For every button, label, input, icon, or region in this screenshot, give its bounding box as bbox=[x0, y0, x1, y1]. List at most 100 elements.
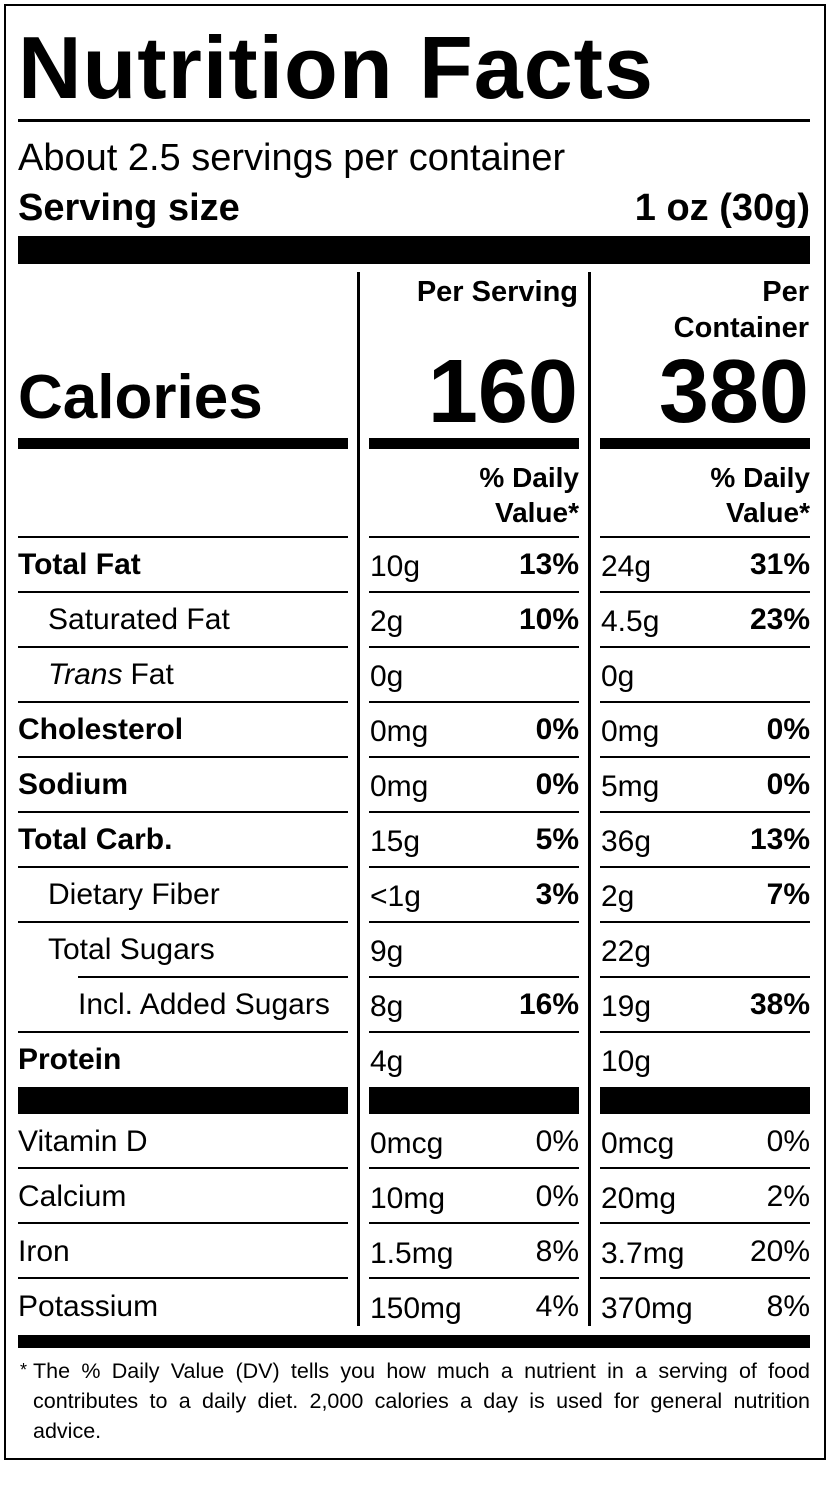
rule bbox=[18, 591, 348, 593]
amount: 24g bbox=[601, 550, 652, 583]
nutrient-name: Total Carb. bbox=[18, 823, 173, 856]
rule bbox=[369, 921, 579, 923]
amount: 19g bbox=[601, 990, 652, 1023]
amount: 2g bbox=[370, 605, 404, 638]
rule bbox=[369, 438, 579, 449]
daily-value: 38% bbox=[749, 988, 810, 1021]
rule bbox=[18, 701, 348, 703]
rule bbox=[600, 976, 810, 978]
footnote-mark: * bbox=[20, 1360, 28, 1380]
rule bbox=[18, 811, 348, 813]
rule bbox=[18, 866, 348, 868]
footnote: The % Daily Value (DV) tells you how muc… bbox=[33, 1359, 810, 1443]
rule bbox=[600, 1087, 810, 1114]
rule bbox=[18, 1335, 810, 1348]
nutrient-name-rest: Fat bbox=[130, 658, 174, 691]
rule bbox=[600, 921, 810, 923]
rule bbox=[18, 119, 810, 122]
amount: 36g bbox=[601, 825, 652, 858]
daily-value: 4% bbox=[535, 1290, 579, 1323]
amount: 0mcg bbox=[601, 1127, 675, 1160]
amount: 22g bbox=[601, 935, 652, 968]
rule bbox=[369, 1222, 579, 1224]
amount: 2g bbox=[601, 880, 635, 913]
amount: 15g bbox=[370, 825, 421, 858]
amount: 0mcg bbox=[370, 1127, 444, 1160]
daily-value: 0% bbox=[535, 713, 579, 746]
dv-header: % Daily Value* bbox=[479, 462, 579, 528]
column-header: Per Container bbox=[673, 276, 809, 344]
daily-value: 0% bbox=[766, 768, 810, 801]
rule bbox=[369, 701, 579, 703]
daily-value: 5% bbox=[535, 823, 579, 856]
daily-value: 0% bbox=[535, 1180, 579, 1213]
column-header: Per Serving bbox=[416, 276, 578, 308]
amount: 0g bbox=[370, 660, 404, 693]
rule bbox=[600, 756, 810, 758]
rule bbox=[18, 236, 810, 264]
amount: 0mg bbox=[370, 770, 429, 803]
rule bbox=[600, 536, 810, 538]
calories-label: Calories bbox=[18, 363, 263, 432]
rule bbox=[369, 866, 579, 868]
rule bbox=[18, 1031, 348, 1033]
nutrient-name: Total Fat bbox=[18, 548, 141, 581]
rule bbox=[588, 272, 591, 1326]
amount: 5mg bbox=[601, 770, 660, 803]
daily-value: 7% bbox=[766, 878, 810, 911]
nutrient-name: Protein bbox=[18, 1043, 122, 1076]
rule bbox=[18, 756, 348, 758]
amount: 4.5g bbox=[601, 605, 660, 638]
amount: 0mg bbox=[370, 715, 429, 748]
nutrient-name: Total Sugars bbox=[48, 933, 215, 966]
nutrient-name: Incl. Added Sugars bbox=[78, 988, 330, 1021]
title: Nutrition Facts bbox=[18, 18, 654, 117]
rule bbox=[369, 536, 579, 538]
daily-value: 31% bbox=[749, 548, 810, 581]
daily-value: 13% bbox=[518, 548, 579, 581]
amount: 0g bbox=[601, 660, 635, 693]
nutrient-name: Trans Fat bbox=[48, 655, 174, 695]
amount: 10g bbox=[370, 550, 421, 583]
amount: 3.7mg bbox=[601, 1237, 685, 1270]
rule bbox=[369, 756, 579, 758]
rule bbox=[18, 1087, 348, 1114]
rule bbox=[369, 1087, 579, 1114]
daily-value: 0% bbox=[535, 768, 579, 801]
daily-value: 10% bbox=[518, 603, 579, 636]
rule bbox=[357, 272, 360, 1326]
nutrient-name: Potassium bbox=[18, 1290, 159, 1323]
dv-header: % Daily Value* bbox=[710, 462, 810, 528]
calories-value: 380 bbox=[658, 342, 809, 442]
amount: 150mg bbox=[370, 1292, 462, 1325]
daily-value: 0% bbox=[766, 713, 810, 746]
rule bbox=[369, 1031, 579, 1033]
serving-size-label: Serving size bbox=[18, 187, 240, 229]
amount: 10g bbox=[601, 1045, 652, 1078]
rule bbox=[600, 1167, 810, 1169]
rule bbox=[600, 646, 810, 648]
nutrient-name: Dietary Fiber bbox=[48, 878, 220, 911]
servings: About 2.5 servings per container bbox=[18, 137, 566, 179]
nutrient-name: Calcium bbox=[18, 1180, 127, 1213]
rule bbox=[78, 976, 348, 978]
rule bbox=[600, 438, 810, 449]
border bbox=[4, 4, 826, 1460]
rule bbox=[369, 811, 579, 813]
daily-value: 13% bbox=[749, 823, 810, 856]
rule bbox=[600, 811, 810, 813]
rule bbox=[18, 1222, 348, 1224]
amount: 1.5mg bbox=[370, 1237, 454, 1270]
amount: 4g bbox=[370, 1045, 404, 1078]
amount: <1g bbox=[370, 880, 421, 913]
daily-value: 2% bbox=[766, 1180, 810, 1213]
nutrient-name: Sodium bbox=[18, 768, 128, 801]
nutrient-name: Saturated Fat bbox=[48, 603, 230, 636]
rule bbox=[18, 921, 348, 923]
rule bbox=[600, 701, 810, 703]
amount: 370mg bbox=[601, 1292, 693, 1325]
rule bbox=[600, 1031, 810, 1033]
rule bbox=[369, 1167, 579, 1169]
nutrient-name: Iron bbox=[18, 1235, 70, 1268]
